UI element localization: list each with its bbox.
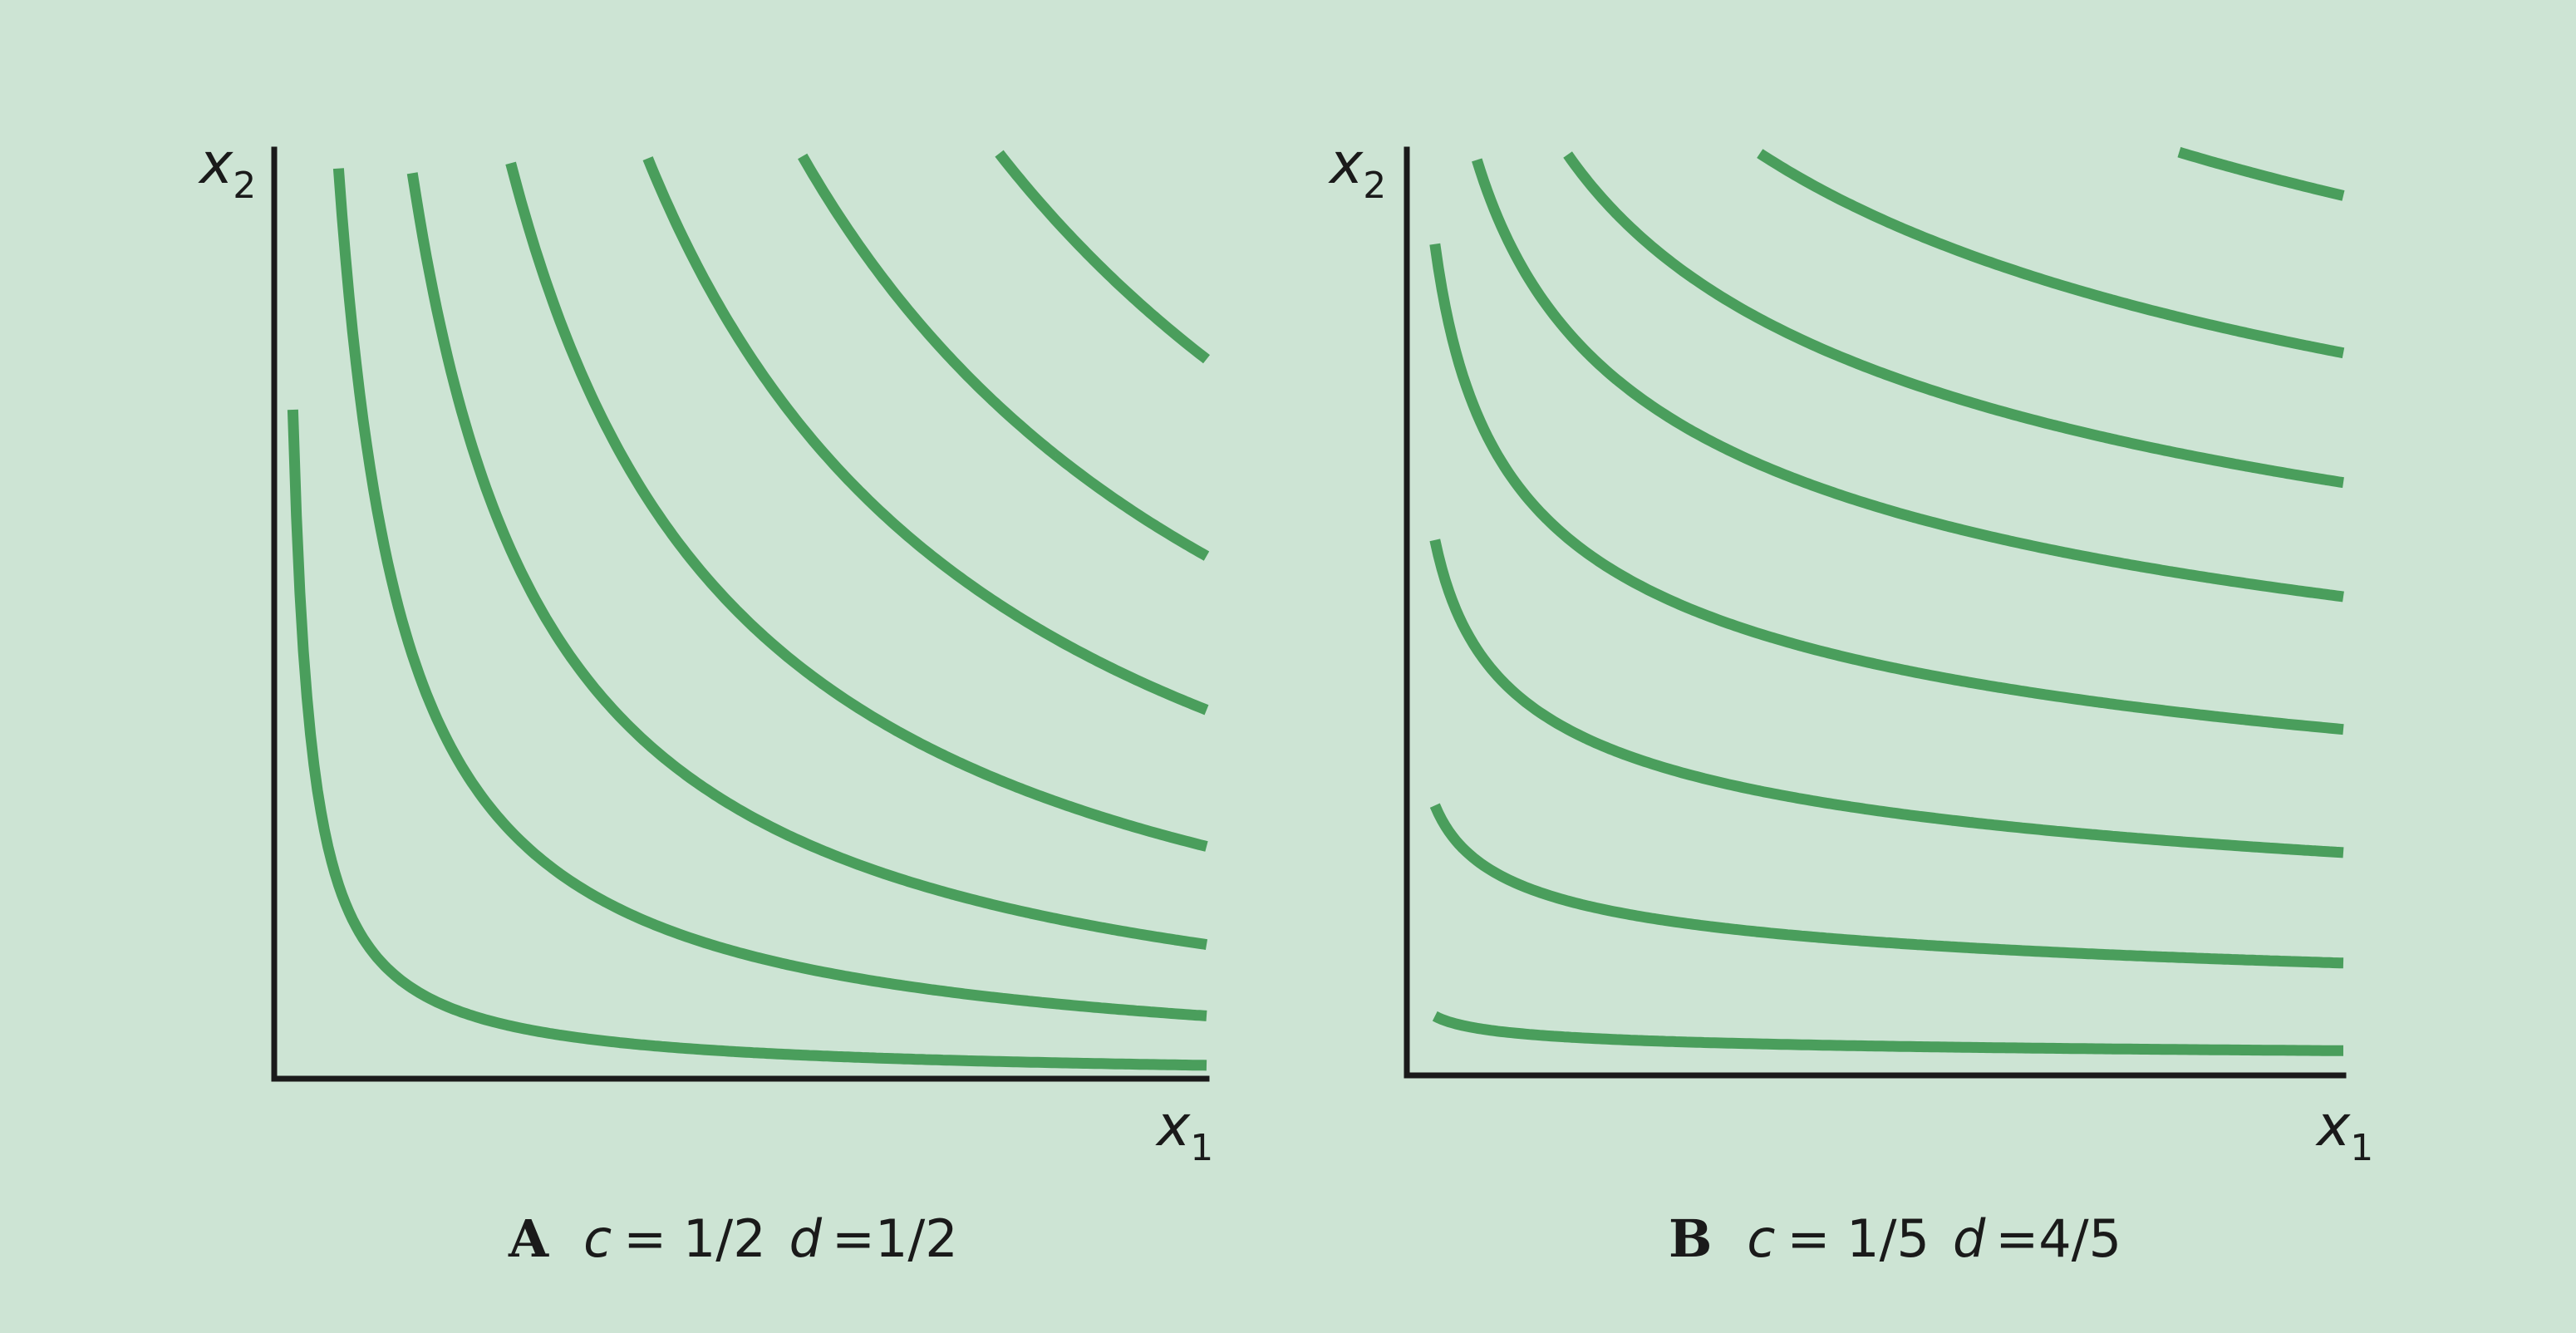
- panel-b-curve-8: [2177, 146, 2346, 201]
- panel-b-x-axis-label: x1: [2315, 1094, 2373, 1169]
- panel-b-curves: [1429, 146, 2346, 1056]
- panel-a-curves: [287, 150, 1211, 1071]
- panel-b-curve-6: [1563, 151, 2346, 489]
- panel-b-curve-1: [1432, 1011, 2346, 1056]
- panel-a-curve-3: [406, 172, 1209, 951]
- panel-a-x-axis-label: x1: [1155, 1094, 1213, 1169]
- panel-b-curve-4: [1429, 243, 2346, 735]
- panel-a-curve-5: [642, 156, 1209, 716]
- panel-b-curve-5: [1472, 158, 2346, 603]
- panel-b-curve-3: [1429, 539, 2346, 858]
- panel-a-curve-4: [505, 161, 1209, 852]
- panel-b-curve-7: [1757, 149, 2346, 359]
- panel-b-y-axis-label: x2: [1328, 131, 1386, 207]
- panel-b-curve-2: [1429, 803, 2346, 969]
- panel-a-curve-6: [798, 153, 1210, 561]
- panel-a-curve-7: [995, 150, 1211, 364]
- panel-a-curve-2: [332, 168, 1209, 1021]
- panel-a-y-axis-label: x2: [198, 131, 256, 207]
- panel-a-curve-1: [287, 409, 1209, 1071]
